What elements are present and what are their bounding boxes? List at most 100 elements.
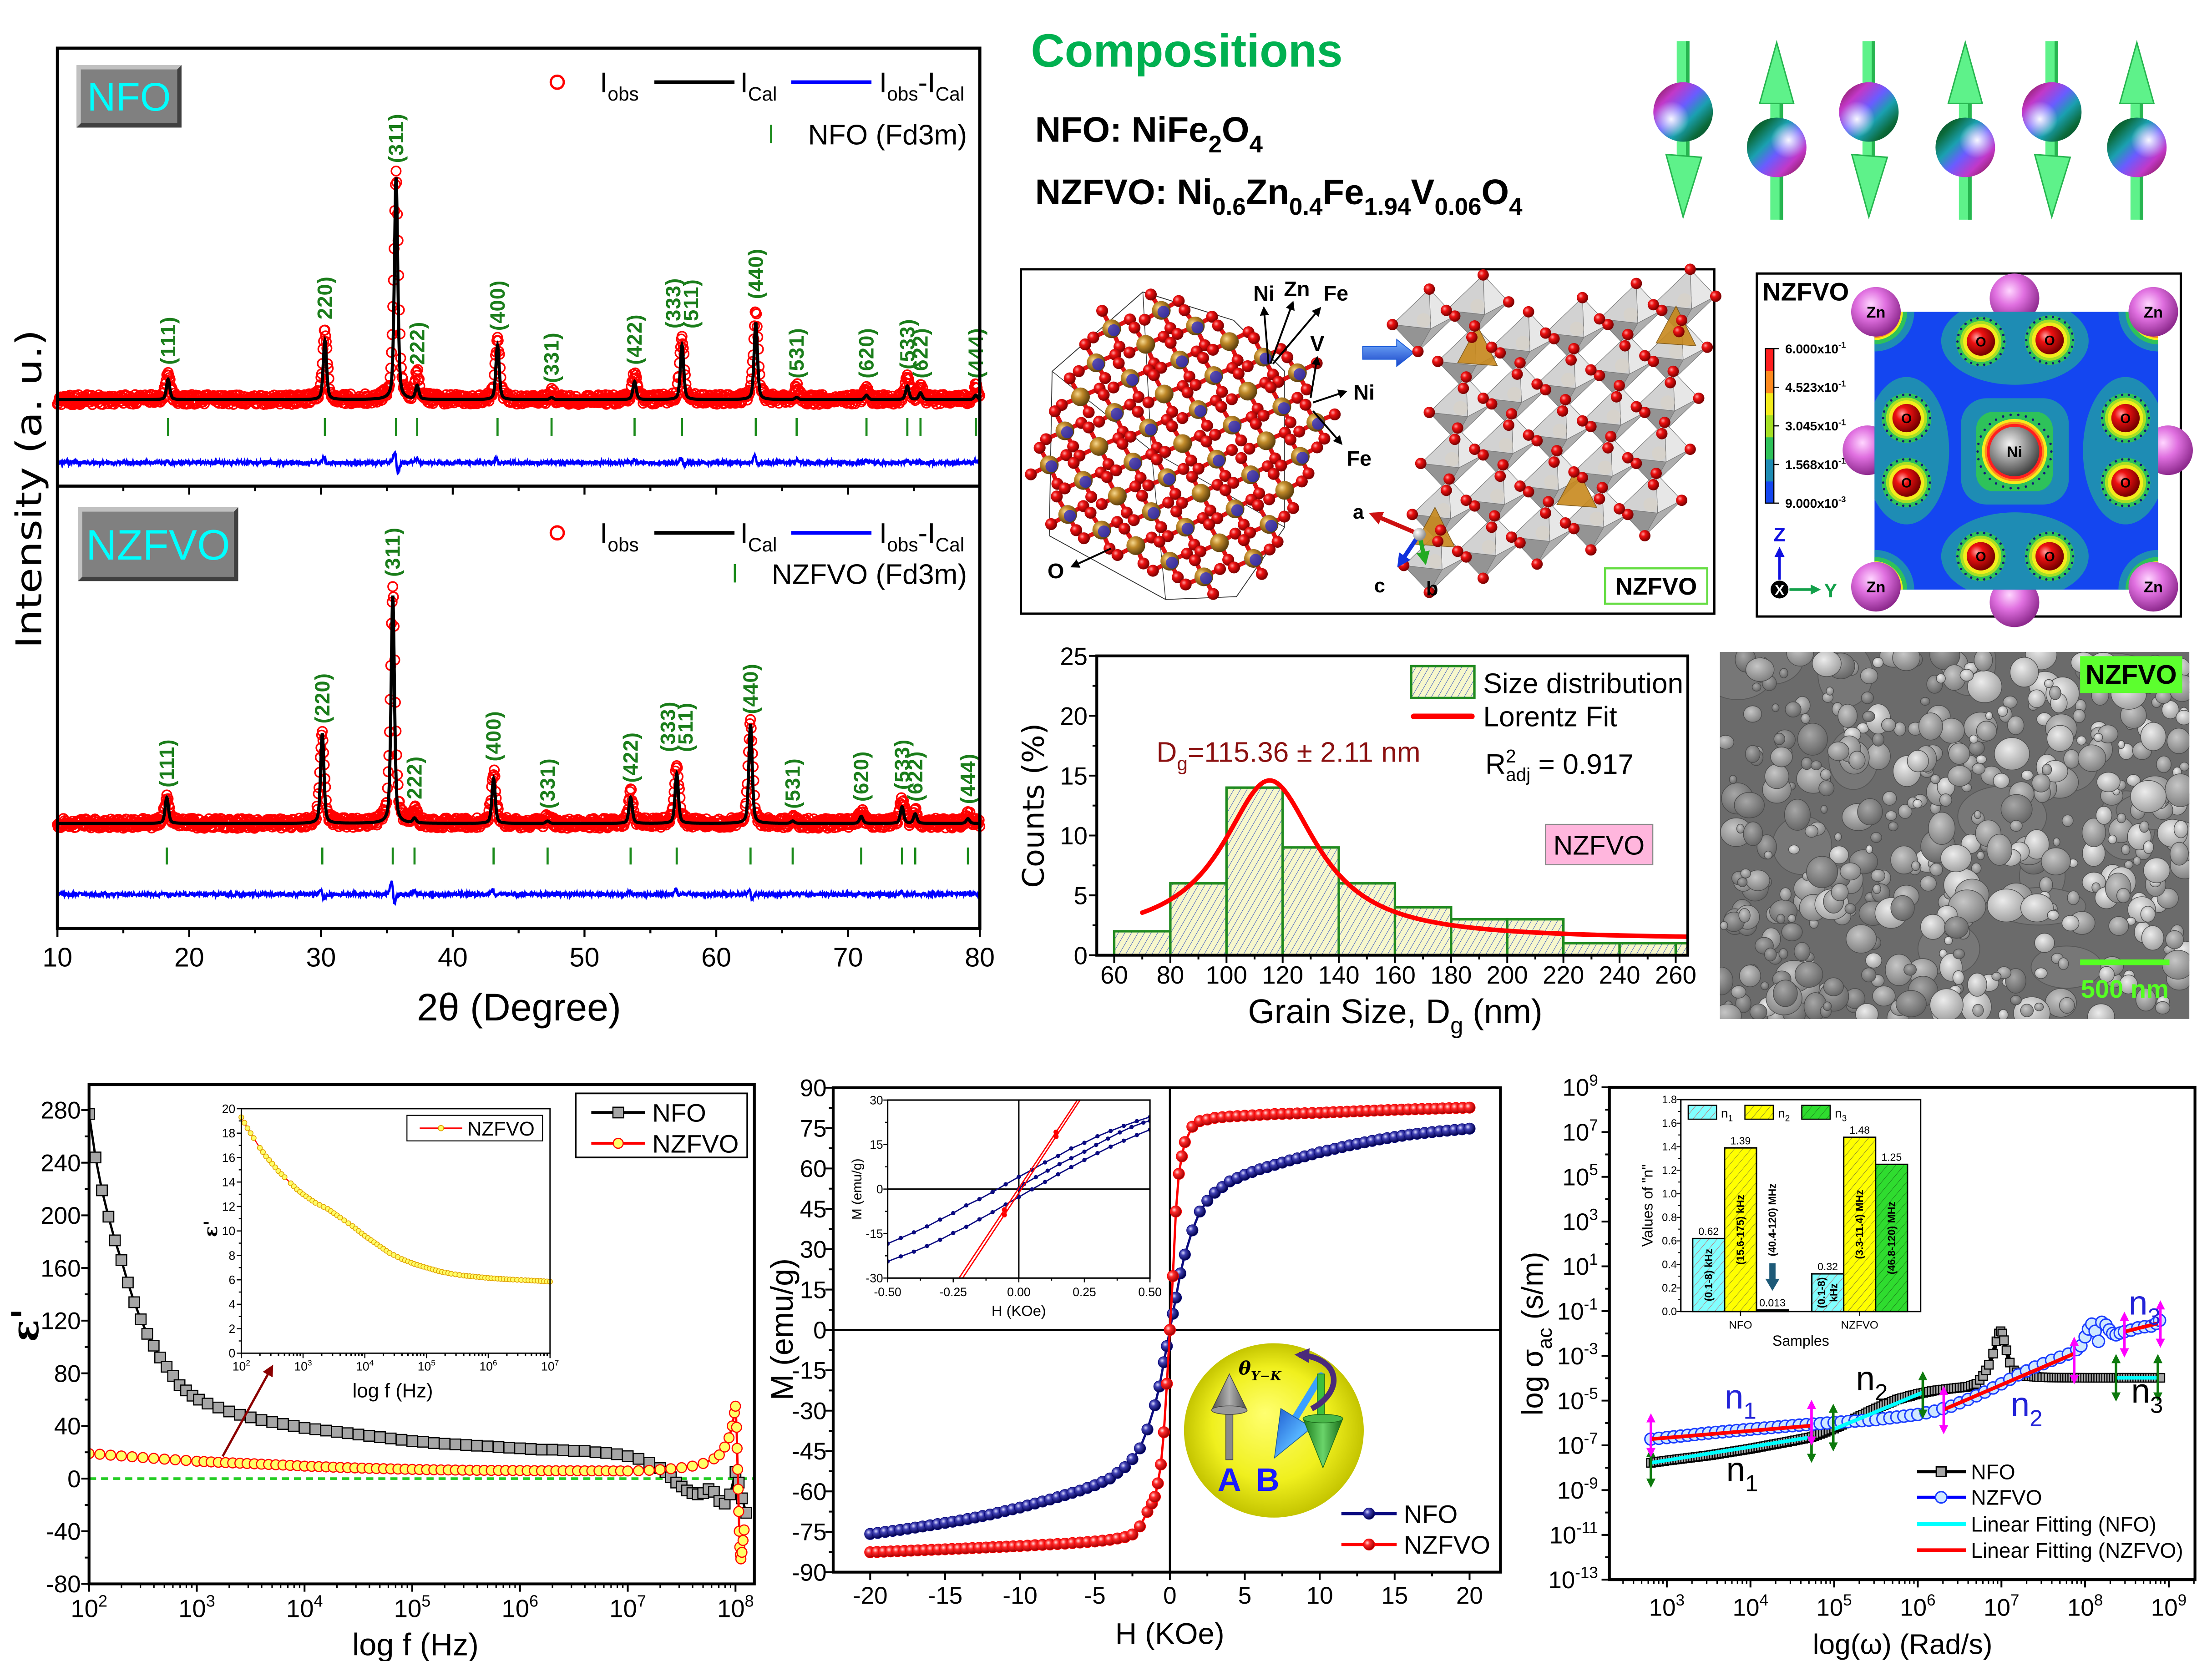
sem-grain [1936, 673, 1946, 684]
text-run: I [740, 518, 748, 549]
sem-grain [2077, 744, 2106, 772]
sem-grain [1729, 775, 1737, 784]
octahedral-cation [1470, 299, 1485, 313]
oxygen-atom [1614, 379, 1625, 391]
sem-grain [1948, 742, 1970, 765]
x-tick-label: 260 [1655, 961, 1696, 989]
contour-dot [1957, 548, 1960, 551]
oxygen-atom [1665, 377, 1676, 389]
oxygen-atom [1676, 495, 1688, 506]
oxygen-atom [1523, 429, 1534, 441]
oxygen-atom [1116, 438, 1129, 450]
oxygen-atom [1232, 368, 1245, 380]
text-run: I [600, 67, 607, 98]
oxygen-atom [1531, 378, 1543, 390]
sem-grain [1844, 903, 1856, 914]
oxygen-atom [1412, 346, 1424, 358]
x-tick-label: 40 [438, 942, 468, 973]
oxygen-atom [1585, 544, 1597, 556]
metal-site-overlay [1129, 457, 1141, 470]
sem-grain [2133, 856, 2141, 866]
contour-dot [2101, 488, 2105, 490]
subscript: Cal [936, 83, 965, 105]
metal-site-overlay [1126, 374, 1139, 386]
sem-grain [1865, 844, 1873, 854]
contour-dot [2047, 435, 2050, 438]
oxygen-atom [1486, 521, 1498, 533]
contour-dot [2139, 499, 2142, 502]
sem-grain [1881, 718, 1896, 732]
oxygen-atom [1647, 299, 1659, 311]
contour-dot [2134, 395, 2136, 398]
oxygen-atom [1078, 532, 1090, 545]
contour-dot [1908, 440, 1911, 443]
oxygen-atom [1407, 509, 1418, 520]
data-point [141, 1328, 153, 1340]
data-point [439, 1438, 450, 1450]
subscript: Cal [748, 83, 777, 105]
sem-grain [2140, 722, 2166, 751]
contour-dot [1976, 578, 1979, 581]
oxygen-atom [1096, 498, 1108, 510]
contour-dot [1964, 323, 1967, 325]
contour-dot [2031, 418, 2035, 421]
oxygen-atom [1293, 425, 1306, 438]
sem-grain [1918, 712, 1943, 741]
oxygen-atom [1197, 352, 1210, 364]
contour-dot [1895, 395, 1898, 398]
sem-grain [1944, 936, 1953, 945]
contour-dot [2146, 475, 2149, 477]
observed-point [319, 324, 331, 336]
x-tick-label: 30 [306, 942, 336, 973]
contour-dot [1995, 537, 1998, 540]
observed-point [483, 395, 495, 407]
subscript: obs [887, 83, 918, 105]
oxygen-label: O [2045, 333, 2055, 348]
sem-grain [1736, 823, 1745, 834]
oxygen-atom [1299, 399, 1312, 411]
colorbar-band [1765, 370, 1774, 394]
contour-dot [2002, 548, 2005, 551]
metal-site-overlay [1110, 408, 1123, 420]
metal-site-overlay [1181, 522, 1194, 535]
oxygen-atom [1639, 350, 1651, 362]
sem-grain [2124, 860, 2134, 869]
spin-sphere [1653, 82, 1713, 142]
contour-dot [2045, 578, 2048, 581]
oxygen-atom [1243, 443, 1255, 455]
text-run: I [600, 518, 607, 549]
site-label-fe: Fe [1324, 281, 1349, 305]
contour-dot [2031, 482, 2035, 485]
contour-dot [2127, 440, 2130, 443]
oxygen-atom [1176, 412, 1189, 424]
r-squared-annotation: R2 adj = 0.917 [1485, 746, 1634, 785]
oxygen-atom [1693, 392, 1705, 404]
oxygen-atom [1673, 326, 1685, 338]
sem-grain [2007, 716, 2025, 735]
oxygen-atom [1153, 535, 1166, 548]
x-tick-label: 220 [1543, 961, 1584, 989]
oxygen-atom [1469, 320, 1481, 332]
sem-grain [2116, 888, 2131, 904]
text-run: I [879, 518, 887, 549]
oxygen-atom [1667, 365, 1679, 377]
hkl-label: (400) [482, 711, 505, 762]
octahedral-cation [1652, 446, 1666, 461]
metal-site-overlay [1166, 556, 1178, 569]
x-axis-title: 2θ (Degree) [417, 986, 621, 1029]
octahedral-cation [1623, 307, 1638, 322]
subscript: 0.4 [1289, 193, 1323, 220]
sem-grain [1947, 765, 1972, 787]
oxygen-label: O [1901, 411, 1912, 426]
data-point [417, 1436, 429, 1448]
zinc-label: Zn [1867, 579, 1886, 596]
sem-grain [2141, 925, 2164, 951]
contour-dot [1970, 576, 1973, 579]
oxygen-atom [1440, 304, 1452, 316]
sem-grain [1939, 793, 1952, 807]
text-run: Grain Size, D [1248, 992, 1450, 1030]
sem-grain [1776, 914, 1786, 924]
sem-grain [1885, 810, 1897, 821]
oxygen-atom [1111, 549, 1124, 561]
